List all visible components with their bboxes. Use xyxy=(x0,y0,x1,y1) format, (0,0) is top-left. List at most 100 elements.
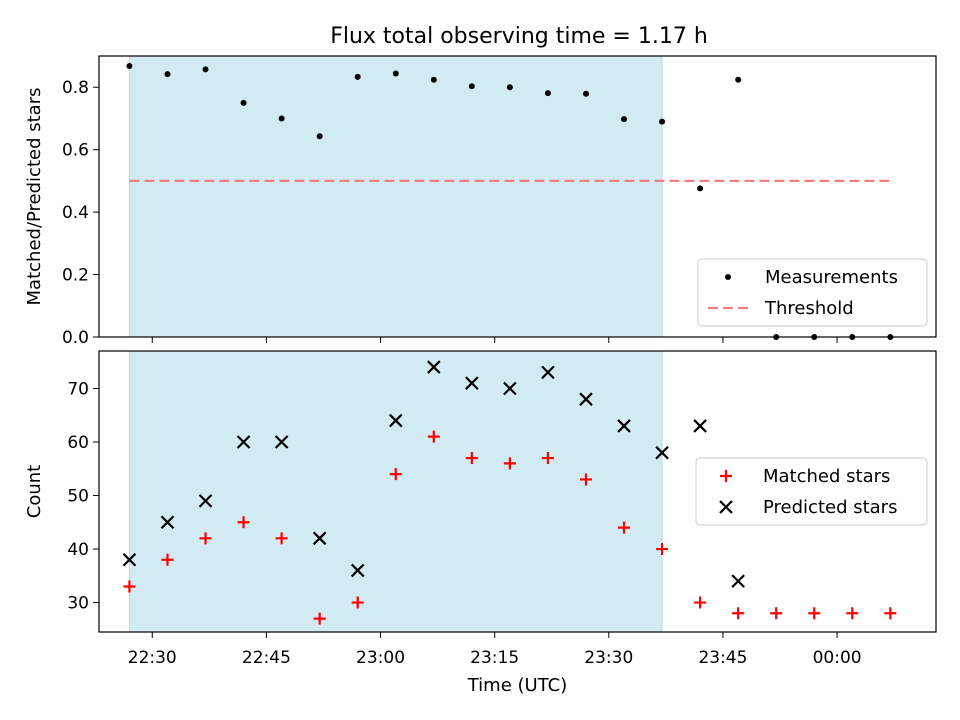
matched-stars-point xyxy=(770,607,783,620)
top-x-axis xyxy=(151,337,838,343)
chart-title: Flux total observing time = 1.17 h xyxy=(330,24,708,49)
measurements-point xyxy=(202,66,209,73)
y-tick-label: 0.6 xyxy=(62,141,89,161)
predicted-stars-point xyxy=(503,381,517,396)
predicted-stars-point xyxy=(160,515,175,530)
predicted-stars-point xyxy=(274,435,289,449)
measurements-point xyxy=(164,71,171,78)
predicted-stars-point xyxy=(655,445,669,460)
measurements-point xyxy=(126,62,133,69)
matched-stars-point xyxy=(123,580,136,593)
bottom-panel: 30 40 50 60 70 22:30 22:45 23:00 23:15 23:30 23:4… xyxy=(24,350,937,696)
predicted-stars-point xyxy=(312,531,327,546)
matched-stars-point xyxy=(161,553,174,566)
legend-label: Threshold xyxy=(764,298,854,319)
bottom-y-axis-label: Count xyxy=(24,465,45,518)
measurements-point xyxy=(468,83,475,90)
measurements-point xyxy=(354,73,361,80)
matched-stars-point xyxy=(503,457,516,470)
x-tick-label: 00:00 xyxy=(813,648,862,668)
measurements-point xyxy=(544,90,551,97)
predicted-stars-point xyxy=(236,435,251,449)
y-tick-label: 40 xyxy=(67,540,89,560)
matched-stars-point xyxy=(579,473,592,486)
matched-stars-point xyxy=(351,596,364,609)
bottom-x-axis: 22:30 22:45 23:00 23:15 23:30 23:45 00:00 xyxy=(128,632,862,668)
predicted-stars-point xyxy=(350,563,365,578)
legend-label: Predicted stars xyxy=(763,497,897,518)
predicted-stars-point xyxy=(465,376,479,390)
y-tick-label: 70 xyxy=(67,379,89,399)
matched-stars-point xyxy=(694,596,707,609)
legend-label: Measurements xyxy=(765,267,898,288)
matched-stars-point xyxy=(275,532,288,545)
measurements-point xyxy=(735,76,742,83)
x-tick-label: 23:15 xyxy=(470,648,519,668)
measurements-point xyxy=(582,90,589,97)
predicted-stars-point xyxy=(617,419,631,433)
top-shaded-span xyxy=(128,55,663,338)
matched-stars-point xyxy=(199,532,212,545)
predicted-stars-point xyxy=(541,365,555,380)
measurements-point xyxy=(697,185,704,192)
bottom-plot-marks xyxy=(122,360,897,625)
measurements-point xyxy=(621,116,628,123)
measurements-point xyxy=(278,115,285,122)
y-tick-label: 30 xyxy=(67,594,89,614)
y-tick-label: 60 xyxy=(67,433,89,453)
y-tick-label: 0.8 xyxy=(62,78,89,98)
top-axes-frame xyxy=(98,55,937,338)
legend-box xyxy=(697,258,928,327)
bottom-shaded-span xyxy=(128,350,663,633)
matched-stars-point xyxy=(313,612,326,625)
x-tick-label: 23:30 xyxy=(584,648,633,668)
measurements-point xyxy=(659,118,666,125)
predicted-stars-point xyxy=(198,494,213,508)
legend-box xyxy=(695,457,928,526)
matched-stars-point xyxy=(389,468,402,481)
x-tick-label: 22:45 xyxy=(242,648,291,668)
matched-stars-point xyxy=(541,452,554,465)
predicted-stars-point xyxy=(693,419,707,433)
predicted-stars-point xyxy=(731,574,745,588)
legend-marker-predicted-stars xyxy=(719,500,733,514)
top-plot-marks xyxy=(126,62,894,340)
legend-marker-measurements xyxy=(725,274,731,280)
measurements-point xyxy=(316,133,323,140)
x-tick-label: 23:45 xyxy=(698,648,747,668)
y-tick-label: 0.4 xyxy=(62,203,89,223)
bottom-y-axis: 30 40 50 60 70 xyxy=(67,379,99,614)
matched-stars-point xyxy=(618,521,631,534)
y-tick-label: 0.2 xyxy=(62,266,89,286)
matched-stars-point xyxy=(808,607,821,620)
legend-label: Matched stars xyxy=(763,466,890,487)
matched-stars-point xyxy=(656,543,669,556)
matched-stars-point xyxy=(237,516,250,529)
bottom-axes-frame xyxy=(98,350,937,633)
measurements-point xyxy=(430,76,437,83)
top-y-axis-label: Matched/Predicted stars xyxy=(24,88,45,306)
bottom-legend: Matched stars Predicted stars xyxy=(695,457,928,526)
matched-stars-point xyxy=(465,452,478,465)
matched-stars-point xyxy=(732,607,745,620)
top-legend: Measurements Threshold xyxy=(697,258,928,327)
measurements-point xyxy=(240,99,247,106)
x-tick-label: 22:30 xyxy=(128,648,177,668)
predicted-stars-point xyxy=(427,360,441,374)
matched-stars-point xyxy=(884,607,897,620)
y-tick-label: 0.0 xyxy=(62,328,89,348)
measurements-point xyxy=(506,84,513,91)
x-tick-label: 23:00 xyxy=(356,648,405,668)
legend-marker-matched-stars xyxy=(720,470,732,482)
top-panel: 0.00.20.40.60.8 Matched/Predicted stars … xyxy=(24,55,937,348)
matched-stars-point xyxy=(846,607,859,620)
predicted-stars-point xyxy=(388,413,403,428)
predicted-stars-point xyxy=(579,392,593,406)
top-y-axis: 0.0 0.2 0.4 0.6 0.8 xyxy=(62,78,99,348)
measurements-point xyxy=(392,70,399,77)
bottom-x-axis-label: Time (UTC) xyxy=(467,675,568,696)
y-tick-label: 50 xyxy=(67,487,89,507)
predicted-stars-point xyxy=(122,552,137,567)
matched-stars-point xyxy=(427,430,440,443)
